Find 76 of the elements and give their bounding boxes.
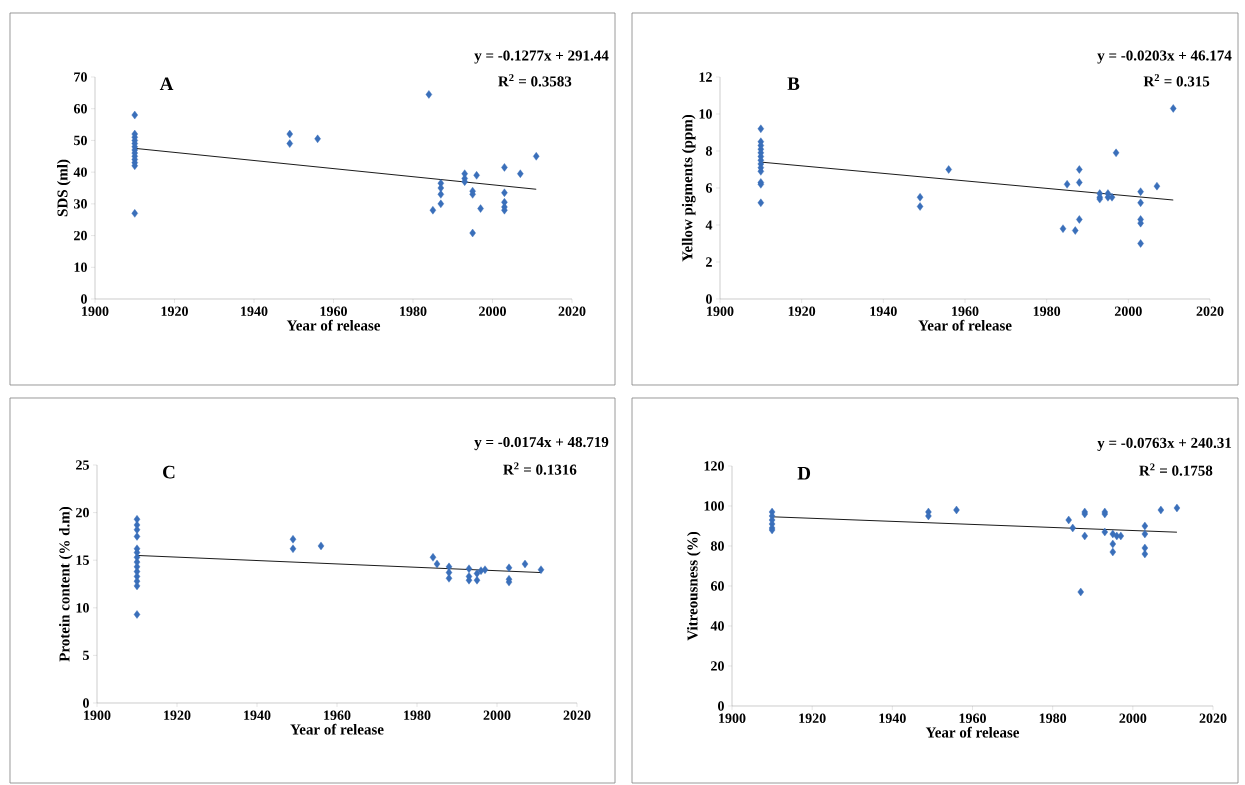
- y-tick-label: 6: [705, 183, 713, 193]
- x-axis-title: Year of release: [290, 723, 384, 735]
- y-axis-title: Protein content (% d.m): [59, 506, 73, 662]
- y-tick-label: 60: [73, 103, 87, 114]
- y-axis-title: Vitreousness (%): [687, 531, 701, 641]
- x-tick-label: 2020: [563, 710, 591, 720]
- x-axis-title: Year of release: [918, 319, 1012, 331]
- annotation: C: [163, 465, 175, 479]
- x-tick-label: 1920: [164, 710, 191, 720]
- x-tick-label: 2020: [1196, 306, 1224, 316]
- x-tick-label: 1980: [400, 306, 427, 316]
- y-tick-label: 10: [74, 262, 87, 273]
- y-axis-title: Yellow pigments (ppm): [681, 114, 696, 262]
- x-tick-label: 1940: [244, 710, 271, 720]
- y-tick-label: 0: [706, 294, 712, 304]
- x-tick-label: 1960: [959, 713, 986, 723]
- x-tick-label: 1900: [707, 306, 734, 316]
- text: y = -0.1277x + 291.44: [474, 50, 609, 64]
- annotation: R$^{2}$ = 0.315: [1143, 74, 1210, 87]
- y-tick-label: 5: [83, 650, 89, 661]
- y-tick-label: 80: [710, 541, 724, 551]
- y-tick-label: 2: [706, 257, 712, 267]
- x-tick-label: 1900: [82, 306, 109, 316]
- annotation: B: [787, 77, 800, 90]
- text: y = -0.0763x + 240.31: [1097, 437, 1232, 451]
- x-axis-title: Year of release: [286, 319, 381, 331]
- y-tick-label: 25: [76, 460, 89, 470]
- x-tick-label: 1900: [84, 710, 111, 720]
- x-tick-label: 2000: [1119, 713, 1147, 723]
- y-tick-label: 30: [74, 199, 87, 209]
- x-tick-label: 1960: [320, 306, 347, 316]
- x-axis-title: Year of release: [925, 726, 1020, 738]
- annotation: R$^{2}$ = 0.3583: [498, 74, 572, 87]
- y-tick-label: 15: [76, 555, 89, 565]
- x-tick-label: 1940: [241, 306, 268, 316]
- annotation: A: [159, 77, 174, 90]
- annotation: R$^{2}$ = 0.1758: [1139, 463, 1213, 476]
- y-tick-label: 70: [74, 72, 87, 82]
- y-tick-label: 0: [83, 698, 89, 708]
- y-tick-label: 10: [699, 109, 712, 119]
- x-tick-label: 1980: [1039, 713, 1067, 723]
- y-tick-label: 60: [710, 581, 724, 591]
- x-tick-label: 1900: [719, 713, 746, 723]
- y-tick-label: 50: [74, 135, 87, 146]
- y-tick-label: 20: [76, 507, 89, 518]
- y-tick-label: 0: [81, 294, 87, 304]
- annotation: R$^{2}$ = 0.1316: [503, 462, 577, 475]
- y-tick-label: 4: [705, 220, 713, 230]
- x-tick-label: 2000: [1114, 306, 1142, 316]
- text: y = -0.0203x + 46.174: [1097, 50, 1232, 64]
- y-tick-label: 12: [699, 72, 712, 82]
- text: y = -0.0174x + 48.719: [474, 436, 609, 451]
- x-tick-label: 1980: [1033, 306, 1061, 316]
- y-tick-label: 40: [710, 621, 724, 631]
- x-tick-label: 1920: [788, 306, 816, 316]
- x-tick-label: 2020: [1199, 713, 1227, 723]
- y-axis-title: SDS (ml): [57, 159, 71, 217]
- x-tick-label: 2000: [479, 306, 506, 316]
- x-tick-label: 1920: [161, 306, 188, 316]
- x-tick-label: 2000: [483, 710, 511, 720]
- y-tick-label: 20: [711, 661, 724, 671]
- y-tick-label: 10: [76, 603, 89, 613]
- x-tick-label: 1980: [404, 710, 431, 720]
- x-tick-label: 1960: [952, 306, 979, 316]
- y-tick-label: 20: [74, 230, 87, 241]
- y-tick-label: 120: [704, 461, 724, 471]
- x-tick-label: 1940: [879, 713, 906, 723]
- y-tick-label: 100: [704, 501, 724, 511]
- x-tick-label: 1940: [870, 306, 897, 316]
- annotation: D: [797, 466, 811, 480]
- y-tick-label: 0: [718, 701, 724, 711]
- y-tick-label: 8: [705, 146, 713, 156]
- x-tick-label: 1920: [799, 713, 826, 723]
- x-tick-label: 2020: [558, 306, 586, 316]
- y-tick-label: 40: [73, 167, 87, 177]
- x-tick-label: 1960: [324, 710, 351, 720]
